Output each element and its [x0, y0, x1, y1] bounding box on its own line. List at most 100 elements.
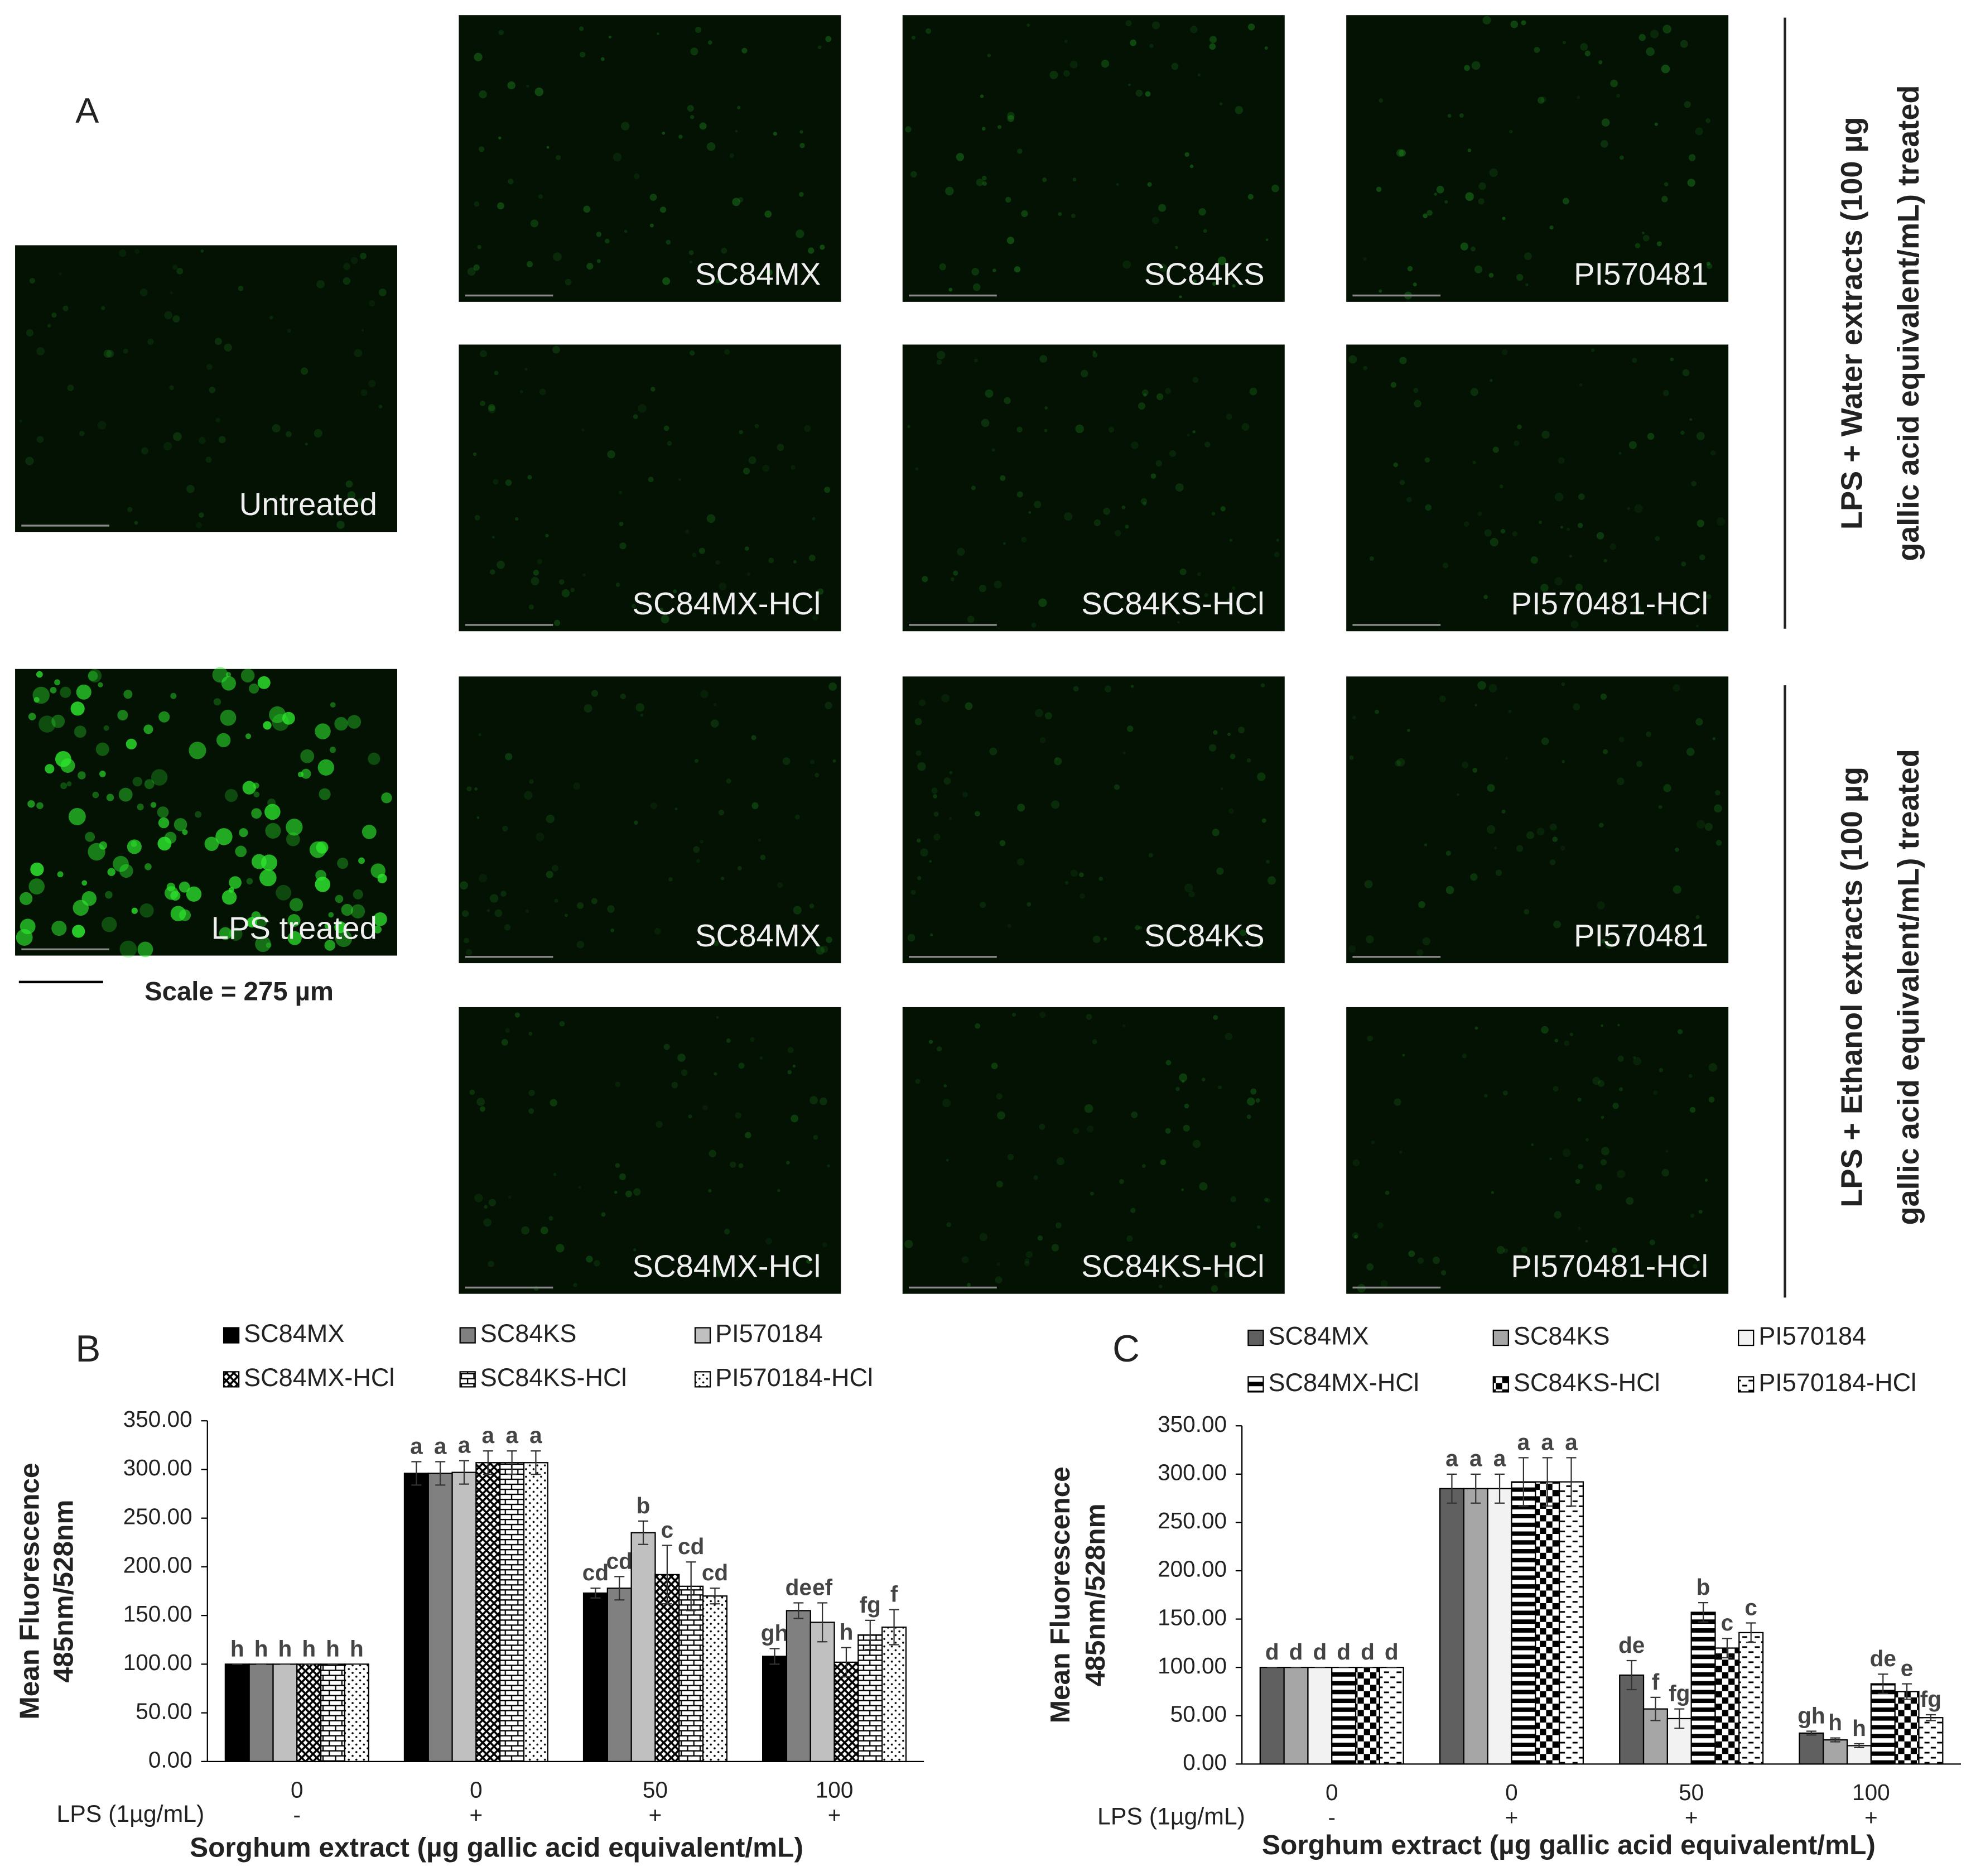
significance-label: f [890, 1581, 898, 1607]
legend-label: PI570184-HCl [1758, 1368, 1916, 1397]
cell [710, 719, 719, 728]
cell [1715, 840, 1722, 846]
cell [1366, 935, 1374, 944]
cell [199, 512, 204, 518]
cell [1697, 519, 1704, 527]
error-bar [531, 1450, 541, 1475]
cell [335, 894, 344, 903]
cell [1058, 212, 1062, 217]
cell [264, 804, 281, 820]
cell [508, 1195, 512, 1199]
cell [1192, 377, 1199, 383]
cell [548, 1216, 553, 1221]
cell [106, 350, 114, 358]
cell [215, 417, 220, 423]
cell [25, 456, 34, 465]
y-tick-label: 300.00 [1158, 1460, 1227, 1485]
cell [29, 278, 35, 284]
cell [1549, 1157, 1552, 1161]
cell [1633, 1057, 1641, 1066]
error-bar [1698, 1602, 1709, 1623]
lps-sign: + [470, 1802, 483, 1828]
cell [540, 1226, 548, 1234]
cell [474, 201, 480, 207]
cell [729, 153, 735, 158]
cell [505, 753, 513, 761]
cell [650, 802, 657, 810]
cell [1071, 213, 1076, 218]
cell [726, 778, 731, 784]
error-bar [1902, 1683, 1912, 1700]
cell [716, 1016, 719, 1019]
legend-swatch [1492, 1376, 1509, 1393]
cell [469, 1089, 475, 1095]
cell [176, 267, 184, 275]
cell [1413, 387, 1419, 393]
bar [1511, 1481, 1536, 1765]
cell [777, 1189, 780, 1192]
cell [1598, 60, 1603, 65]
cell [625, 1190, 632, 1197]
cell [186, 886, 202, 902]
cell [1247, 1097, 1255, 1106]
cell [1012, 1012, 1016, 1017]
cell [738, 197, 744, 203]
cell [1363, 365, 1368, 371]
cell [88, 668, 102, 683]
cell [1276, 538, 1279, 542]
y-tick-label: 150.00 [1158, 1604, 1227, 1630]
cell [1444, 200, 1448, 204]
significance-label: d [1385, 1639, 1399, 1665]
cell [825, 701, 832, 710]
cell [1017, 148, 1023, 154]
cell [123, 348, 128, 354]
cell [1049, 70, 1058, 79]
cell [1080, 893, 1085, 899]
cell [164, 311, 172, 320]
cell [377, 873, 387, 883]
cell [981, 419, 990, 427]
y-axis-label: 485nm/528nm [1080, 1503, 1111, 1686]
cell [1090, 1191, 1094, 1196]
cell [1130, 39, 1136, 46]
cell [715, 560, 720, 565]
cell [1646, 47, 1655, 56]
cell [1595, 1184, 1603, 1191]
cell [272, 424, 281, 433]
cell [1647, 432, 1655, 440]
significance-label: a [1565, 1429, 1578, 1455]
group-label: gallic acid equivalent/mL) treated [1892, 85, 1925, 561]
cell [698, 547, 706, 554]
cell [808, 555, 816, 561]
significance-label: fg [1920, 1686, 1941, 1712]
cell [317, 759, 334, 776]
cell [224, 789, 238, 802]
cell [1716, 517, 1725, 526]
cell [619, 542, 627, 550]
cell [229, 927, 243, 941]
cell [1151, 217, 1159, 224]
cell [554, 619, 561, 626]
cell [28, 713, 36, 721]
cell [678, 478, 681, 481]
cell [143, 724, 153, 734]
cell [1165, 1060, 1172, 1066]
bar [272, 1663, 298, 1762]
cell [1656, 241, 1662, 247]
panel-label: B [75, 1328, 100, 1370]
cell [904, 1239, 913, 1249]
significance-label: c [661, 1517, 674, 1542]
significance-label: a [529, 1422, 542, 1448]
cell [743, 468, 750, 475]
cell [1265, 238, 1269, 242]
error-bar [1722, 1638, 1732, 1658]
cell [1035, 709, 1043, 718]
cell [950, 577, 955, 581]
cell [1246, 758, 1251, 763]
cell [1699, 554, 1705, 561]
cell [1125, 525, 1129, 529]
cell [1483, 595, 1488, 599]
cell [1600, 140, 1608, 148]
cell [378, 405, 383, 409]
cell [1661, 64, 1670, 74]
